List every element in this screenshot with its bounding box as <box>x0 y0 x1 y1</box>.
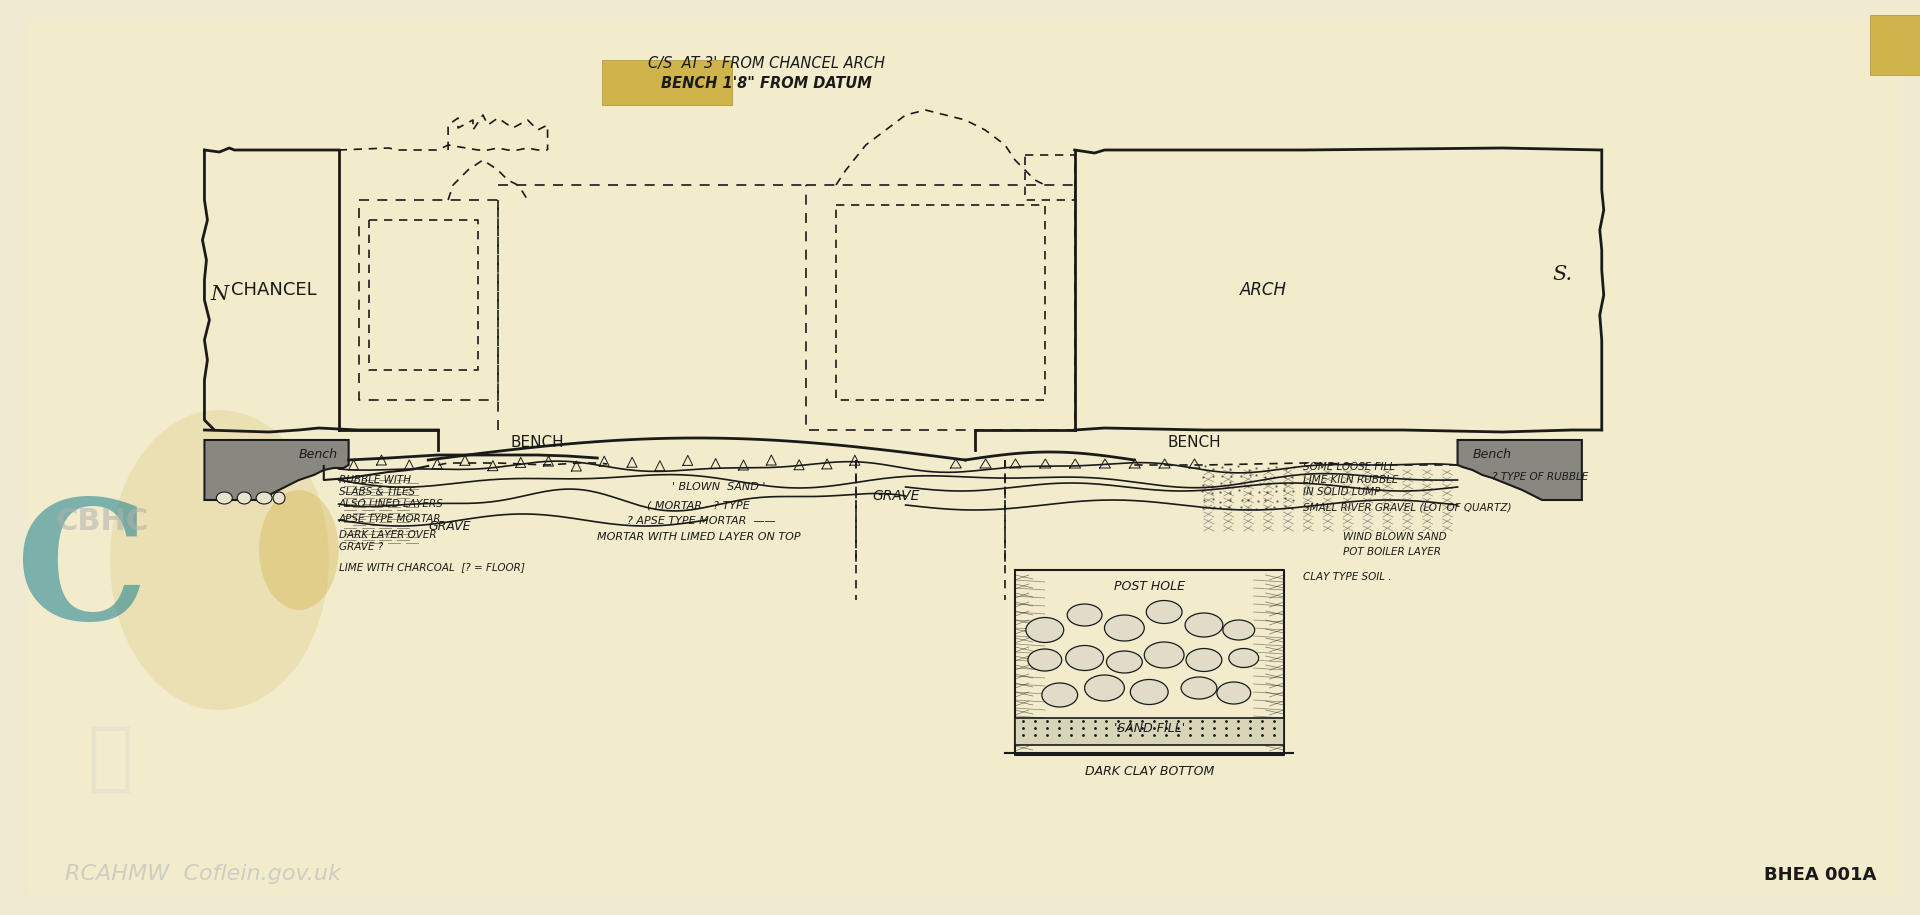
Ellipse shape <box>1217 682 1250 704</box>
Ellipse shape <box>1146 600 1183 623</box>
Text: GRAVE: GRAVE <box>428 520 470 533</box>
Ellipse shape <box>273 492 284 504</box>
Ellipse shape <box>1104 615 1144 641</box>
Text: SOME LOOSE FILL: SOME LOOSE FILL <box>1304 462 1396 472</box>
FancyBboxPatch shape <box>603 60 732 105</box>
Text: SMALL RIVER GRAVEL (LOT OF QUARTZ): SMALL RIVER GRAVEL (LOT OF QUARTZ) <box>1304 502 1511 512</box>
Text: 'SAND FILL': 'SAND FILL' <box>1114 722 1185 735</box>
Ellipse shape <box>1187 649 1221 672</box>
Ellipse shape <box>217 492 232 504</box>
Text: Bench: Bench <box>1473 448 1511 461</box>
Ellipse shape <box>1027 649 1062 671</box>
Text: 🐉: 🐉 <box>86 722 132 796</box>
Text: C: C <box>15 493 148 655</box>
Ellipse shape <box>1181 677 1217 699</box>
Text: BENCH: BENCH <box>511 435 564 450</box>
Text: BENCH 1'8" FROM DATUM: BENCH 1'8" FROM DATUM <box>660 76 872 91</box>
Text: RUBBLE WITH: RUBBLE WITH <box>338 475 411 485</box>
Ellipse shape <box>238 492 252 504</box>
Text: ? TYPE OF RUBBLE: ? TYPE OF RUBBLE <box>1492 472 1588 482</box>
FancyBboxPatch shape <box>1016 718 1283 745</box>
Ellipse shape <box>1223 620 1254 640</box>
FancyBboxPatch shape <box>29 18 1903 895</box>
Ellipse shape <box>1185 613 1223 637</box>
Text: MORTAR WITH LIMED LAYER ON TOP: MORTAR WITH LIMED LAYER ON TOP <box>597 532 801 542</box>
Ellipse shape <box>1144 642 1185 668</box>
Ellipse shape <box>1066 645 1104 671</box>
Text: POT BOILER LAYER: POT BOILER LAYER <box>1344 547 1442 557</box>
Text: ALSO LINED LAYERS: ALSO LINED LAYERS <box>338 499 444 509</box>
Ellipse shape <box>1068 604 1102 626</box>
Ellipse shape <box>1131 680 1167 705</box>
Text: WIND BLOWN SAND: WIND BLOWN SAND <box>1344 532 1448 542</box>
Text: C/S  AT 3' FROM CHANCEL ARCH: C/S AT 3' FROM CHANCEL ARCH <box>647 56 885 71</box>
Ellipse shape <box>259 490 338 610</box>
Text: SLABS & TILES: SLABS & TILES <box>338 487 415 497</box>
Ellipse shape <box>1025 618 1064 642</box>
Text: GRAVE: GRAVE <box>872 489 920 503</box>
Ellipse shape <box>1229 649 1260 668</box>
Text: CLAY TYPE SOIL .: CLAY TYPE SOIL . <box>1304 572 1392 582</box>
Text: LIME WITH CHARCOAL  [? = FLOOR]: LIME WITH CHARCOAL [? = FLOOR] <box>338 562 524 572</box>
Text: GRAVE ?: GRAVE ? <box>338 542 382 552</box>
Ellipse shape <box>1085 675 1125 701</box>
Polygon shape <box>204 440 349 500</box>
Text: Bench: Bench <box>300 448 338 461</box>
Text: DARK CLAY BOTTOM: DARK CLAY BOTTOM <box>1085 765 1213 778</box>
Text: ARCH: ARCH <box>1240 281 1286 299</box>
Ellipse shape <box>1106 651 1142 673</box>
Text: APSE TYPE MORTAR: APSE TYPE MORTAR <box>338 514 442 524</box>
Text: LIME KILN RUBBLE: LIME KILN RUBBLE <box>1304 475 1400 485</box>
Polygon shape <box>1457 440 1582 500</box>
Text: BENCH: BENCH <box>1167 435 1221 450</box>
Text: CHANCEL: CHANCEL <box>230 281 317 299</box>
Text: N: N <box>209 285 228 304</box>
Ellipse shape <box>109 410 328 710</box>
Text: DARK LAYER OVER: DARK LAYER OVER <box>338 530 436 540</box>
Text: ( MORTAR - ? TYPE: ( MORTAR - ? TYPE <box>647 500 749 510</box>
FancyBboxPatch shape <box>1870 15 1920 75</box>
Text: ? APSE TYPE MORTAR  ——: ? APSE TYPE MORTAR —— <box>628 516 776 526</box>
Text: IN SOLID LUMP: IN SOLID LUMP <box>1304 487 1380 497</box>
Ellipse shape <box>1043 683 1077 707</box>
Text: BHEA 001A: BHEA 001A <box>1764 866 1876 884</box>
Text: RCAHMW  Coflein.gov.uk: RCAHMW Coflein.gov.uk <box>65 864 342 884</box>
Text: S.: S. <box>1551 265 1572 284</box>
Text: ' BLOWN  SAND ': ' BLOWN SAND ' <box>672 482 766 492</box>
Text: POST HOLE: POST HOLE <box>1114 580 1185 593</box>
Ellipse shape <box>255 492 273 504</box>
Text: CBHC: CBHC <box>56 507 148 536</box>
